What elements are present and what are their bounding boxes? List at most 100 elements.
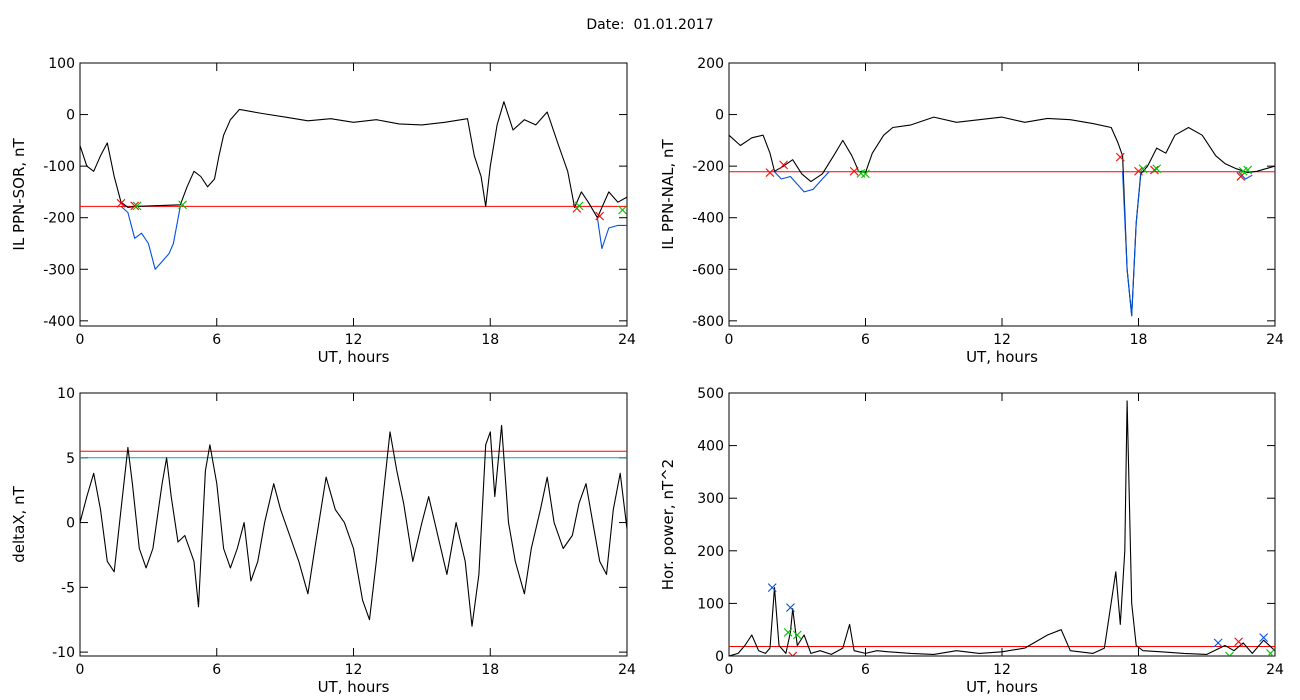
x-tick-label: 12 <box>993 332 1011 348</box>
y-tick-label: -200 <box>43 211 75 227</box>
x-axis-label: UT, hours <box>966 678 1038 696</box>
y-tick-label: 0 <box>715 108 724 124</box>
y-tick-label: -400 <box>43 314 75 330</box>
x-tick-label: 6 <box>212 662 221 678</box>
x-tick-label: 0 <box>725 662 734 678</box>
x-tick-label: 12 <box>993 662 1011 678</box>
x-tick-label: 6 <box>212 332 221 348</box>
x-axis-label: UT, hours <box>966 348 1038 366</box>
event-marker <box>849 166 859 176</box>
panel-deltax: 0 6 12 18 24 10 5 0 -5 -10 UT, hours deltaX, nT <box>10 386 636 696</box>
plot-area <box>729 116 1275 317</box>
event-marker <box>1152 164 1162 174</box>
event-marker <box>618 205 627 215</box>
event-marker <box>1259 633 1269 642</box>
y-tick-label: -200 <box>692 159 724 175</box>
y-tick-label: -400 <box>692 211 724 227</box>
y-tick-label: -100 <box>43 159 75 175</box>
x-tick-label: 24 <box>1266 332 1284 348</box>
event-marker <box>1150 165 1159 175</box>
x-tick-label: 24 <box>618 332 636 348</box>
event-marker <box>786 603 795 612</box>
x-tick-label: 24 <box>618 662 636 678</box>
event-marker <box>765 168 775 177</box>
event-marker <box>130 201 140 211</box>
y-tick-label: 100 <box>697 596 724 612</box>
series-line <box>774 171 830 193</box>
series-line <box>596 217 627 250</box>
event-marker <box>1115 152 1125 162</box>
event-marker <box>1243 165 1253 175</box>
plot-area <box>729 400 1275 656</box>
panel-il-ppn-sor: 0 6 12 18 24 100 0 -100 -200 -300 -400 UT, hours IL … <box>10 56 636 366</box>
x-axis-label: UT, hours <box>318 348 390 366</box>
y-tick-label: 200 <box>697 544 724 560</box>
y-tick-label: -300 <box>43 262 75 278</box>
event-marker <box>788 651 798 656</box>
x-tick-label: 6 <box>861 662 870 678</box>
page-title: Date: 01.01.2017 <box>586 17 714 33</box>
event-marker <box>783 627 793 637</box>
y-tick-label: 0 <box>66 108 75 124</box>
plot-area <box>80 424 627 627</box>
event-marker <box>861 169 870 179</box>
plot-frame <box>728 62 1276 327</box>
plot-frame <box>79 392 628 657</box>
y-tick-label: 200 <box>697 56 724 72</box>
event-marker <box>792 630 802 640</box>
x-tick-label: 18 <box>481 332 499 348</box>
y-tick-label: 300 <box>697 491 724 507</box>
x-tick-label: 6 <box>861 332 870 348</box>
event-marker <box>767 583 777 593</box>
y-tick-label: -5 <box>61 580 75 596</box>
y-tick-label: 10 <box>57 386 75 402</box>
event-marker <box>574 201 584 211</box>
series-line <box>120 205 181 270</box>
series-line <box>80 101 627 219</box>
y-tick-label: -10 <box>52 645 75 661</box>
x-tick-label: 0 <box>725 332 734 348</box>
x-tick-label: 0 <box>76 332 85 348</box>
event-marker <box>595 211 605 221</box>
panel-hor-power: 0 6 12 18 24 500 400 300 200 100 0 UT, hours Hor. po… <box>659 386 1284 696</box>
series-line <box>80 424 627 627</box>
event-marker <box>1225 651 1234 656</box>
y-tick-label: 5 <box>66 451 75 467</box>
event-marker <box>779 160 788 170</box>
y-tick-label: 500 <box>697 386 724 402</box>
x-tick-label: 24 <box>1266 662 1284 678</box>
x-tick-label: 18 <box>1130 332 1148 348</box>
panel-il-ppn-nal: 0 6 12 18 24 200 0 -200 -400 -600 -800 UT, hours IL … <box>659 56 1284 366</box>
event-marker <box>1138 164 1148 174</box>
series-line <box>729 400 1275 656</box>
plot-frame <box>728 392 1276 657</box>
x-tick-label: 18 <box>481 662 499 678</box>
event-marker <box>116 198 126 208</box>
x-tick-label: 12 <box>345 662 363 678</box>
y-tick-label: 0 <box>66 516 75 532</box>
event-marker <box>1213 638 1223 648</box>
plot-area <box>80 101 627 270</box>
y-tick-label: 0 <box>715 649 724 665</box>
event-marker <box>1234 637 1243 647</box>
plot-frame <box>79 62 628 327</box>
event-marker <box>132 201 142 211</box>
event-marker <box>178 200 187 210</box>
y-tick-label: 400 <box>697 439 724 455</box>
x-tick-label: 12 <box>345 332 363 348</box>
series-line <box>729 116 1275 317</box>
x-tick-label: 18 <box>1130 662 1148 678</box>
x-tick-label: 0 <box>76 662 85 678</box>
y-axis-label: IL PPN-NAL, nT <box>659 139 677 250</box>
y-axis-label: IL PPN-SOR, nT <box>10 138 28 251</box>
y-tick-label: -600 <box>692 262 724 278</box>
event-marker <box>1266 648 1275 656</box>
y-axis-label: Hor. power, nT^2 <box>659 459 677 590</box>
series-line <box>1122 171 1142 317</box>
x-axis-label: UT, hours <box>318 678 390 696</box>
y-tick-label: 100 <box>48 56 75 72</box>
y-tick-label: -800 <box>692 314 724 330</box>
y-axis-label: deltaX, nT <box>10 485 28 562</box>
event-marker <box>1134 166 1143 176</box>
